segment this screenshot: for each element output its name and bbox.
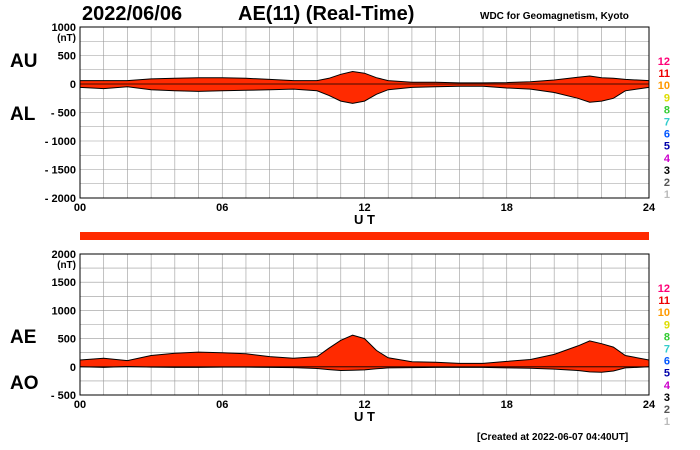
station-count-label: 7	[664, 344, 670, 356]
y-tick-label: 0	[70, 79, 76, 91]
station-count-label: 6	[664, 356, 670, 368]
y-tick-label: - 500	[51, 108, 76, 120]
chart-title: AE(11) (Real-Time)	[238, 3, 415, 25]
station-count-label: 6	[664, 129, 670, 141]
station-count-label: 9	[664, 92, 670, 104]
station-count-label: 9	[664, 319, 670, 331]
y-tick-label: - 500	[51, 390, 76, 402]
station-count-label: 7	[664, 117, 670, 129]
station-count-strip	[80, 232, 649, 240]
x-tick-label: 00	[74, 399, 86, 411]
y-tick-label: - 1500	[45, 165, 76, 177]
date-title: 2022/06/06	[82, 3, 183, 25]
station-count-label: 1	[664, 189, 670, 201]
y-tick-label: 0	[70, 362, 76, 374]
x-tick-label: 12	[358, 202, 370, 214]
station-count-label: 5	[664, 141, 670, 153]
upper-envelope-line	[80, 70, 650, 84]
x-axis-label: U T	[354, 409, 375, 424]
station-count-label: 4	[664, 153, 671, 165]
au-label: AU	[10, 51, 38, 72]
plot-frame	[79, 253, 650, 396]
station-count-label: 12	[658, 56, 670, 68]
y-tick-label: - 1000	[45, 136, 76, 148]
station-count-label: 11	[658, 68, 670, 80]
station-count-label: 11	[658, 295, 670, 307]
unit-label: (nT)	[57, 260, 76, 271]
station-count-label: 8	[664, 331, 670, 343]
station-count-label: 12	[658, 283, 670, 295]
x-tick-label: 06	[216, 202, 228, 214]
panel-au-al	[79, 26, 650, 199]
station-count-label: 2	[664, 404, 670, 416]
y-tick-label: - 2000	[45, 193, 76, 205]
station-count-label: 10	[658, 80, 670, 92]
upper-envelope-line	[79, 334, 650, 364]
lower-envelope-line	[79, 85, 650, 104]
plot-frame	[79, 26, 650, 199]
panel-ae-ao	[79, 253, 650, 396]
y-tick-label: 500	[58, 334, 76, 346]
x-tick-label: 18	[501, 202, 513, 214]
x-tick-label: 06	[216, 399, 228, 411]
x-tick-label: 24	[643, 399, 656, 411]
al-label: AL	[10, 104, 36, 125]
unit-label: (nT)	[57, 33, 76, 44]
x-tick-label: 00	[74, 202, 86, 214]
station-count-label: 3	[664, 392, 670, 404]
station-count-label: 8	[664, 104, 670, 116]
station-count-label: 2	[664, 177, 670, 189]
station-count-label: 3	[664, 165, 670, 177]
ae-label: AE	[10, 327, 37, 348]
data-area-fill	[80, 71, 649, 104]
station-count-label: 4	[664, 380, 671, 392]
data-area-fill	[80, 335, 649, 373]
x-tick-label: 12	[358, 399, 370, 411]
y-tick-label: 1500	[52, 277, 76, 289]
x-tick-label: 18	[501, 399, 513, 411]
x-axis-label: U T	[354, 212, 375, 227]
station-count-label: 5	[664, 368, 670, 380]
ao-label: AO	[10, 373, 39, 394]
y-tick-label: 1000	[52, 305, 76, 317]
x-tick-label: 24	[643, 202, 656, 214]
source-label: WDC for Geomagnetism, Kyoto	[480, 11, 629, 22]
lower-envelope-line	[79, 365, 650, 373]
y-tick-label: 1000	[52, 22, 76, 34]
y-tick-label: 500	[58, 51, 76, 63]
created-timestamp: [Created at 2022-06-07 04:40UT]	[477, 432, 629, 443]
station-count-label: 1	[664, 416, 670, 428]
station-count-label: 10	[658, 307, 670, 319]
y-tick-label: 2000	[52, 249, 76, 261]
